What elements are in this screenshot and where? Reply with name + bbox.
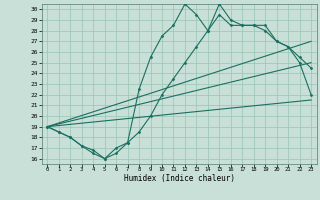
X-axis label: Humidex (Indice chaleur): Humidex (Indice chaleur) (124, 174, 235, 183)
